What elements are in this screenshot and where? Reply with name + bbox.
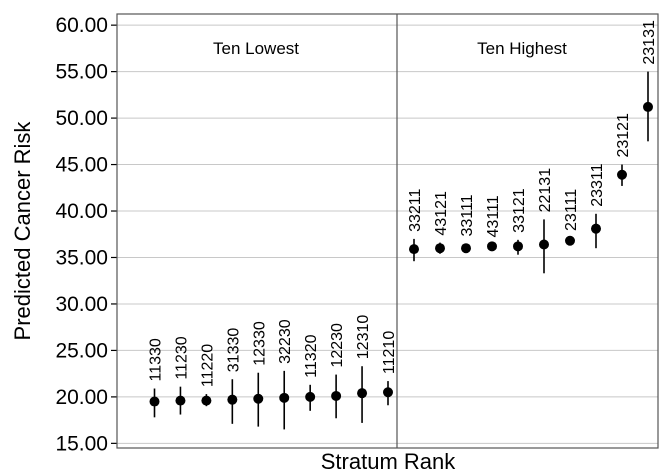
stratum-label: 12310 xyxy=(355,315,372,360)
data-point xyxy=(201,395,212,406)
data-point xyxy=(435,243,445,254)
y-axis-tick-labels: 15.00 20.00 25.00 30.00 35.00 40.00 45.00 50.00… xyxy=(55,14,117,455)
data-point xyxy=(331,390,342,401)
data-point xyxy=(539,239,549,250)
y-tick-label: 35.00 xyxy=(55,246,108,269)
data-point xyxy=(591,223,601,234)
x-axis-title: Stratum Rank xyxy=(321,449,456,472)
y-tick-label: 15.00 xyxy=(55,432,108,455)
y-tick-label: 25.00 xyxy=(55,339,108,362)
stratum-label: 43111 xyxy=(485,195,502,237)
data-point xyxy=(149,396,160,407)
stratum-label: 43121 xyxy=(433,191,450,236)
gridlines xyxy=(117,24,658,444)
stratum-label: 12330 xyxy=(251,321,268,366)
stratum-label: 23111 xyxy=(563,189,580,231)
data-point xyxy=(357,388,368,399)
stratum-label: 11210 xyxy=(381,331,398,374)
y-tick-label: 60.00 xyxy=(55,14,108,37)
y-tick-label: 20.00 xyxy=(55,386,108,409)
data-point xyxy=(643,101,653,112)
stratum-label: 31330 xyxy=(225,328,242,373)
data-point xyxy=(305,391,316,402)
data-point xyxy=(565,235,575,246)
y-axis-title: Predicted Cancer Risk xyxy=(10,121,35,341)
stratum-label: 23311 xyxy=(589,163,606,206)
panel-title: Ten Highest xyxy=(477,39,567,58)
stratum-label: 11320 xyxy=(303,334,320,377)
data-point xyxy=(409,244,419,255)
panels: Ten Lowest 11330 11230 11220 31330 12330 32230… xyxy=(148,20,658,430)
stratum-label: 12230 xyxy=(329,323,346,368)
stratum-label: 23121 xyxy=(615,113,632,158)
stratum-label: 32230 xyxy=(277,319,294,364)
data-point xyxy=(175,395,186,406)
data-point xyxy=(487,241,497,252)
data-point xyxy=(279,392,290,403)
stratum-label: 23131 xyxy=(641,20,658,65)
stratum-label: 33111 xyxy=(459,194,476,236)
stratum-label: 33211 xyxy=(407,188,424,231)
stratum-label: 11230 xyxy=(173,336,190,379)
stratum-label: 11220 xyxy=(199,344,216,387)
panel-highest: Ten Highest 33211 43121 33111 43111 33121 2213… xyxy=(407,20,658,274)
y-tick-label: 50.00 xyxy=(55,107,108,130)
y-tick-label: 40.00 xyxy=(55,200,108,223)
y-tick-label: 30.00 xyxy=(55,293,108,316)
panel-title: Ten Lowest xyxy=(213,39,299,58)
y-tick-label: 55.00 xyxy=(55,61,108,84)
stratum-label: 22131 xyxy=(537,168,554,213)
data-point xyxy=(227,394,238,405)
data-point xyxy=(383,387,393,398)
data-point xyxy=(461,243,471,254)
data-point xyxy=(513,241,523,252)
stratum-label: 11330 xyxy=(148,338,165,381)
panel-lowest: Ten Lowest 11330 11230 11220 31330 12330 32230… xyxy=(148,39,398,430)
stratum-label: 33121 xyxy=(511,188,528,233)
data-point xyxy=(617,169,627,180)
data-point xyxy=(253,393,264,404)
y-tick-label: 45.00 xyxy=(55,154,108,177)
plot-frame xyxy=(116,13,659,449)
